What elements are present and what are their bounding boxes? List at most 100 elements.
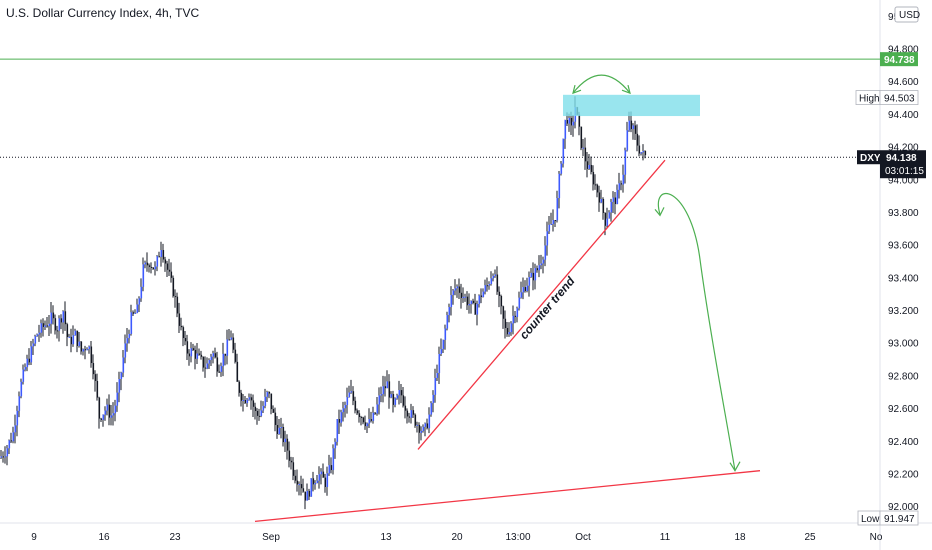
candle-body (278, 427, 281, 434)
candle-body (480, 295, 483, 297)
candle-body (46, 325, 49, 327)
projection-arrowhead (729, 461, 741, 472)
candle-body (298, 484, 301, 486)
chart-title: U.S. Dollar Currency Index, 4h, TVC (6, 6, 200, 20)
candle-body (588, 164, 591, 169)
candle-body (564, 120, 567, 139)
candle-body (216, 357, 219, 372)
candle-body (236, 361, 239, 382)
candle-body (136, 304, 139, 313)
candle-body (370, 419, 373, 421)
candle-body (474, 302, 477, 315)
candle-body (230, 337, 233, 340)
candle-body (616, 189, 619, 205)
candle-body (512, 315, 515, 324)
candle-body (280, 427, 283, 429)
candle-body (352, 391, 355, 401)
candle-body (590, 164, 593, 172)
candle-body (560, 163, 563, 174)
candle-body (498, 291, 501, 296)
candle-body (640, 152, 643, 154)
candle-body (638, 145, 641, 154)
candle-body (458, 286, 461, 293)
candle-body (34, 336, 37, 344)
candle-body (302, 488, 305, 492)
candle-body (596, 184, 599, 193)
candle-body (582, 147, 585, 149)
counter-trend-label: counter trend (517, 274, 578, 342)
candle-body (166, 263, 169, 270)
candle-body (80, 341, 83, 352)
candle-body (36, 334, 39, 337)
candle-body (374, 412, 377, 414)
candle-body (436, 372, 439, 378)
candle-body (562, 138, 565, 164)
candle-body (66, 324, 69, 338)
candle-body (428, 414, 431, 429)
candle-body (282, 427, 285, 443)
candle-body (76, 330, 79, 346)
candle-body (2, 456, 5, 458)
candle-body (260, 410, 263, 416)
candle-body (12, 432, 15, 442)
y-tick-label: 92.800 (888, 371, 919, 382)
candle-body (406, 410, 409, 417)
candle-body (16, 410, 19, 426)
symbol-badge (857, 150, 880, 165)
candle-body (378, 395, 381, 405)
candle-body (190, 348, 193, 357)
candle-body (604, 212, 607, 226)
candle-body (532, 272, 535, 281)
candle-body (214, 353, 217, 358)
candle-body (0, 456, 3, 458)
candle-body (6, 448, 9, 457)
candle-body (106, 404, 109, 411)
candle-body (416, 424, 419, 426)
candle-body (18, 396, 21, 411)
candle-body (592, 171, 595, 185)
candle-body (284, 438, 287, 443)
candle-body (558, 173, 561, 199)
candle-body (152, 267, 155, 270)
candle-body (122, 357, 125, 373)
candle-body (336, 419, 339, 442)
candle-body (38, 332, 41, 335)
candle-body (320, 471, 323, 475)
candle-body (460, 292, 463, 299)
x-tick-label: 25 (804, 532, 816, 543)
x-tick-label: Oct (575, 532, 591, 543)
candle-body (524, 287, 527, 292)
candle-body (464, 296, 467, 298)
candle-body (548, 224, 551, 232)
y-tick-label: 94.600 (888, 77, 919, 88)
candle-body (534, 268, 537, 281)
candle-body (420, 430, 423, 433)
candle-body (434, 377, 437, 395)
candle-body (400, 390, 403, 396)
candle-body (306, 490, 309, 501)
candle-body (644, 150, 647, 156)
low-label: Low (861, 514, 880, 525)
candle-body (148, 265, 151, 267)
candle-body (330, 465, 333, 471)
trend-line (254, 470, 761, 523)
candle-body (160, 250, 163, 257)
candle-body (546, 231, 549, 246)
y-tick-label: 93.600 (888, 241, 919, 252)
resistance-price-text: 94.738 (884, 55, 915, 66)
candle-body (192, 348, 195, 350)
candle-body (268, 391, 271, 394)
x-tick-label: 23 (169, 532, 181, 543)
candle-body (92, 363, 95, 375)
candle-body (22, 369, 25, 382)
candle-body (28, 358, 31, 363)
candle-body (600, 198, 603, 203)
bar-countdown-text: 03:01:15 (885, 166, 924, 177)
candle-body (482, 291, 485, 297)
high-price-box (879, 90, 919, 105)
candle-body (332, 448, 335, 471)
candle-body (318, 474, 321, 481)
candle-body (96, 380, 99, 398)
